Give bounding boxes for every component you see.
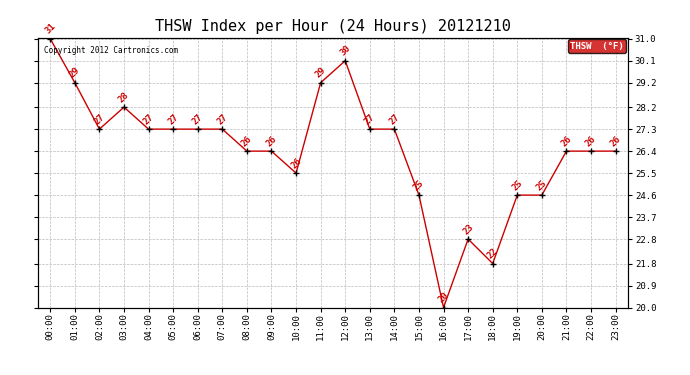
Text: 25: 25	[412, 178, 426, 192]
Text: 27: 27	[166, 112, 180, 126]
Legend: THSW  (°F): THSW (°F)	[568, 39, 626, 53]
Text: 27: 27	[190, 112, 205, 126]
Text: 20: 20	[437, 291, 451, 304]
Text: 27: 27	[387, 112, 402, 126]
Text: 29: 29	[68, 66, 82, 80]
Text: 26: 26	[609, 134, 622, 148]
Text: 25: 25	[535, 178, 549, 192]
Text: 26: 26	[264, 134, 279, 148]
Text: 27: 27	[92, 112, 106, 126]
Text: 26: 26	[560, 134, 573, 148]
Text: 23: 23	[461, 222, 475, 236]
Text: 28: 28	[117, 90, 131, 104]
Text: 27: 27	[141, 112, 155, 126]
Text: Copyright 2012 Cartronics.com: Copyright 2012 Cartronics.com	[44, 46, 178, 55]
Text: 25: 25	[511, 178, 524, 192]
Text: 30: 30	[338, 44, 352, 58]
Text: 31: 31	[43, 22, 57, 36]
Text: 27: 27	[363, 112, 377, 126]
Text: 27: 27	[215, 112, 229, 126]
Text: 26: 26	[240, 134, 254, 148]
Text: 29: 29	[314, 66, 328, 80]
Text: 26: 26	[289, 156, 303, 170]
Title: THSW Index per Hour (24 Hours) 20121210: THSW Index per Hour (24 Hours) 20121210	[155, 18, 511, 33]
Text: 22: 22	[486, 247, 500, 261]
Text: 26: 26	[584, 134, 598, 148]
